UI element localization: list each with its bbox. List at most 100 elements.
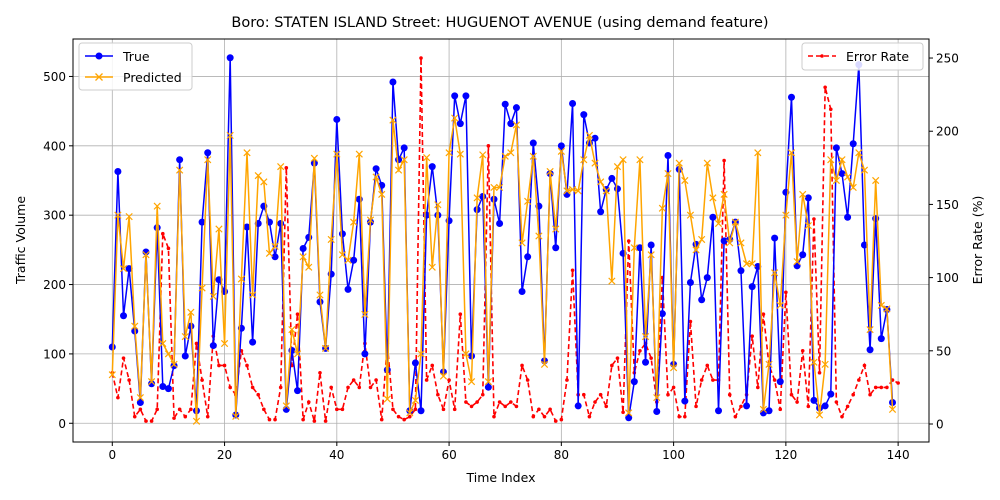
error-rate-point (525, 378, 530, 382)
predicted-point (434, 201, 442, 209)
predicted-point (310, 154, 318, 162)
error-rate-point (559, 417, 564, 422)
true-point (355, 195, 363, 203)
error-rate-point (379, 417, 384, 422)
true-point (159, 383, 167, 391)
error-rate-point (537, 407, 541, 412)
error-rate-point (402, 417, 406, 422)
true-point (176, 156, 184, 164)
predicted-point (714, 219, 723, 228)
true-point (625, 414, 633, 422)
predicted-point (709, 194, 717, 202)
error-rate-point (497, 400, 502, 404)
true-point (479, 192, 487, 200)
true-point (580, 111, 588, 119)
predicted-point (636, 156, 644, 164)
error-rate-point (155, 407, 159, 412)
error-rate-point (784, 290, 788, 295)
x-tick-label: 120 (774, 448, 797, 462)
legend-predicted-marker (95, 73, 103, 81)
predicted-point (540, 360, 549, 368)
error-rate-point (127, 378, 131, 382)
error-rate-point (144, 419, 148, 423)
legend-right-box (801, 42, 924, 71)
predicted-point (765, 360, 773, 368)
error-rate-point (278, 385, 283, 390)
predicted-point (568, 185, 577, 194)
predicted-point (580, 156, 588, 164)
x-tick-label: 20 (217, 448, 232, 462)
error-rate-point (851, 392, 856, 397)
error-rate-point (194, 341, 199, 346)
error-rate-point (419, 56, 423, 60)
predicted-point (815, 411, 824, 419)
error-rate-point (464, 400, 468, 404)
true-point (204, 149, 212, 157)
true-point (709, 213, 717, 221)
error-rate-point (306, 400, 311, 404)
true-point (484, 383, 492, 391)
predicted-point (288, 326, 296, 334)
true-point (361, 350, 369, 358)
true-point (698, 296, 706, 304)
predicted-point (170, 360, 178, 368)
true-point (529, 139, 537, 147)
predicted-point (843, 173, 852, 181)
chart-title: Boro: STATEN ISLAND Street: HUGUENOT AVE… (231, 15, 768, 31)
error-rate-point (436, 392, 440, 397)
error-rate-point (368, 385, 373, 390)
error-rate-point (542, 414, 547, 419)
error-rate-point (486, 144, 491, 148)
true-point (647, 241, 655, 249)
y2-tick-label: 200 (936, 125, 959, 139)
predicted-point (529, 152, 537, 160)
x-tick-label: 60 (441, 448, 456, 462)
true-point (164, 385, 172, 393)
error-rate-point (189, 407, 193, 412)
predicted-point (658, 204, 667, 212)
predicted-point (838, 156, 846, 164)
error-rate-point (329, 385, 334, 390)
legend-error-label: Error Rate (846, 49, 909, 64)
true-point (451, 92, 459, 100)
predicted-point (406, 409, 414, 417)
true-point (496, 220, 504, 228)
predicted-point (164, 350, 173, 358)
true-point (771, 234, 779, 242)
y-tick-label: 300 (43, 209, 66, 223)
predicted-point (428, 263, 436, 271)
predicted-point (321, 344, 330, 352)
predicted-point (361, 310, 369, 318)
error-rate-point (514, 404, 519, 409)
true-point (524, 253, 532, 261)
true-point (198, 218, 206, 226)
y-tick-label: 500 (43, 70, 66, 84)
true-point (501, 100, 509, 108)
predicted-point (546, 167, 554, 176)
predicted-point (220, 339, 229, 348)
predicted-point (125, 212, 133, 221)
grid-lines (73, 39, 929, 442)
predicted-point (681, 176, 689, 185)
true-point (597, 208, 605, 216)
y2-tick-label: 50 (936, 344, 951, 358)
x-tick-label: 100 (662, 448, 685, 462)
predicted-point (260, 178, 268, 186)
error-rate-point (245, 363, 249, 368)
predicted-point (378, 190, 386, 198)
error-rate-point (374, 378, 378, 382)
predicted-point (591, 159, 599, 167)
error-rate-point (273, 417, 277, 422)
error-rate-point (581, 392, 586, 397)
error-rate-point (666, 392, 670, 397)
true-point (720, 237, 728, 245)
predicted-point (159, 339, 167, 348)
predicted-point (417, 350, 425, 358)
error-rate-point (840, 414, 844, 419)
error-rate-point (885, 385, 889, 390)
error-rate-point (722, 158, 726, 163)
true-point (136, 398, 144, 406)
error-rate-point (817, 370, 822, 375)
error-rate-point (312, 419, 317, 423)
legend-true-label: True (122, 49, 150, 64)
